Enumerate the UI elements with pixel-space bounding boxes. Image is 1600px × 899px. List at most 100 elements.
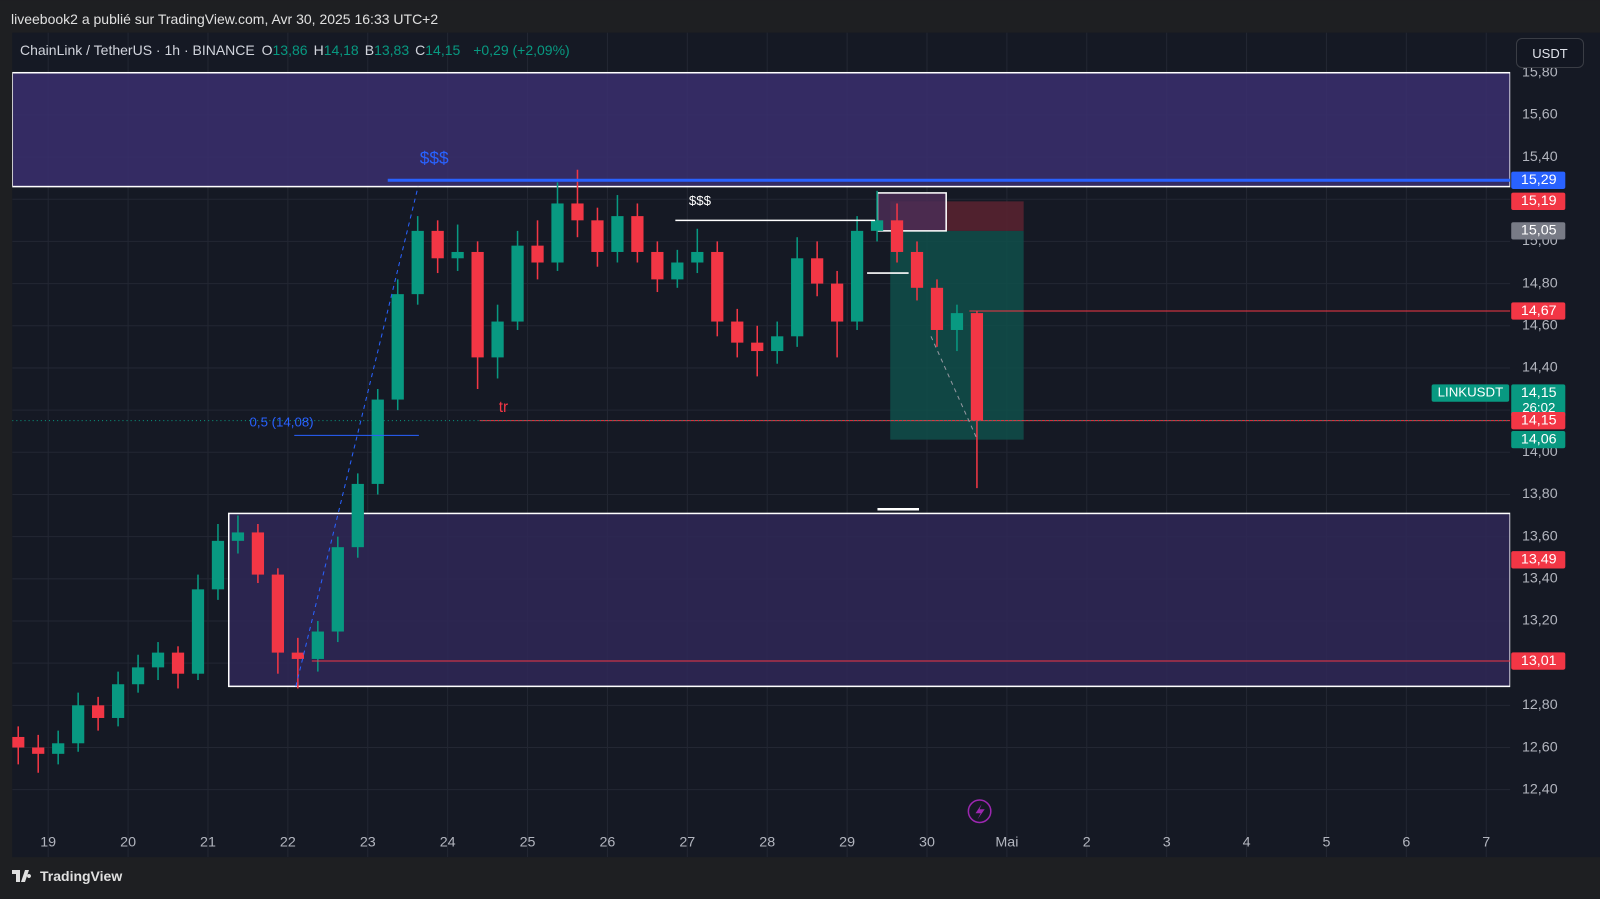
x-tick-label: 21 <box>200 835 216 851</box>
candle-body <box>72 705 85 744</box>
price-label-text: 13,49 <box>1521 552 1557 568</box>
candle-body <box>691 251 704 263</box>
candle-body <box>970 313 984 421</box>
candle-body <box>491 321 504 358</box>
x-tick-label: 26 <box>599 835 615 851</box>
price-label-text: 13,01 <box>1521 653 1557 669</box>
candle-body <box>591 220 604 252</box>
y-tick-label: 14,60 <box>1522 318 1558 334</box>
candle-body <box>391 294 404 400</box>
candle-body <box>751 342 764 352</box>
candle-body <box>631 216 644 252</box>
brand: TradingView <box>12 868 122 884</box>
candle-body <box>811 258 824 284</box>
countdown: 26:02 <box>1522 400 1555 415</box>
candle-body <box>451 251 464 259</box>
price-label <box>1511 430 1566 449</box>
zone <box>12 71 1511 188</box>
candle-body <box>131 667 145 685</box>
ohlc: O13,86 H14,18 B13,83 C14,15 <box>262 42 467 58</box>
price-label-text: 15,19 <box>1521 193 1557 209</box>
candle-body <box>12 736 25 748</box>
y-tick-label: 15,60 <box>1522 107 1558 123</box>
y-tick-label: 14,80 <box>1522 275 1558 291</box>
candle-body <box>32 747 45 754</box>
price-label-text: 14,67 <box>1521 303 1557 319</box>
y-tick-label: 13,60 <box>1522 528 1558 544</box>
symbol-tag <box>1431 384 1510 402</box>
x-tick-label: 28 <box>759 835 775 851</box>
y-tick-label: 12,80 <box>1522 697 1558 713</box>
y-tick-label: 13,20 <box>1522 613 1558 629</box>
y-tick-label: 12,60 <box>1522 739 1558 755</box>
candle-body <box>671 262 684 280</box>
y-tick-label: 13,40 <box>1522 571 1558 587</box>
candle-body <box>571 203 584 221</box>
candle-body <box>850 230 864 322</box>
ohlc-key: H <box>313 42 324 58</box>
drawing-line <box>930 336 978 440</box>
y-tick-label: 15,80 <box>1522 64 1558 80</box>
price-label <box>1511 171 1566 189</box>
candle-body <box>171 652 185 674</box>
candle-body <box>870 220 884 231</box>
candle-body <box>291 652 304 659</box>
candle-body <box>211 540 225 590</box>
candle-body <box>890 220 904 252</box>
candle-body <box>771 336 784 352</box>
price-label <box>1511 411 1566 430</box>
ohlc-value: 13,86 <box>272 42 308 58</box>
candle-body <box>431 230 444 259</box>
price-label <box>1511 192 1566 211</box>
x-tick-label: 22 <box>280 835 296 851</box>
x-tick-label: 25 <box>520 835 536 851</box>
candle-body <box>411 230 424 295</box>
annotation: tr <box>499 399 508 416</box>
currency-button[interactable]: USDT <box>1516 38 1584 68</box>
y-tick-label: 14,40 <box>1522 360 1558 376</box>
candle-body <box>351 483 364 548</box>
x-tick-label: 4 <box>1243 835 1251 851</box>
candle-body <box>151 652 165 668</box>
candle-body <box>92 705 105 718</box>
annotation: 0,5 (14,08) <box>250 414 314 429</box>
brand-name: TradingView <box>40 868 123 884</box>
candle-body <box>371 399 384 484</box>
change: +0,29 (+2,09%) <box>473 42 570 58</box>
candle-body <box>231 532 245 541</box>
price-label-text: 14,15 <box>1521 385 1557 401</box>
ohlc-value: 14,18 <box>323 42 359 58</box>
candle-body <box>830 283 844 322</box>
price-label-text: 14,15 <box>1521 412 1557 428</box>
zone <box>227 512 1511 688</box>
y-tick-label: 12,40 <box>1522 781 1558 797</box>
x-tick-label: 27 <box>679 835 695 851</box>
x-tick-label: 24 <box>440 835 456 851</box>
annotation: $$$ <box>420 148 449 168</box>
symbol-tag-text: LINKUSDT <box>1438 385 1504 400</box>
x-tick-label: 20 <box>120 835 136 851</box>
x-tick-label: 19 <box>40 835 56 851</box>
candle-body <box>191 589 205 674</box>
alert-bolt <box>975 804 985 820</box>
ohlc-key: B <box>364 42 375 58</box>
price-label <box>1511 652 1566 670</box>
candle-body <box>52 743 65 754</box>
y-tick-label: 13,80 <box>1522 486 1558 502</box>
price-label <box>1511 384 1566 418</box>
zone <box>876 192 947 232</box>
x-tick-label: 6 <box>1402 835 1410 851</box>
x-tick-label: 2 <box>1083 835 1091 851</box>
candle-body <box>711 251 724 322</box>
price-label <box>1511 551 1566 569</box>
annotation: $$$ <box>689 193 712 208</box>
candle-body <box>331 547 344 632</box>
alert-icon[interactable] <box>967 799 992 824</box>
ohlc-key: O <box>261 42 273 58</box>
candle-body <box>930 287 944 330</box>
ohlc-value: 13,83 <box>374 42 410 58</box>
candle-body <box>731 321 744 343</box>
brand-logo <box>12 870 32 882</box>
x-tick-label: Mai <box>995 835 1018 851</box>
ohlc-key: C <box>415 42 426 58</box>
